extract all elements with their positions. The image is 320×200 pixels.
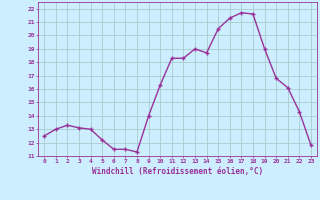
X-axis label: Windchill (Refroidissement éolien,°C): Windchill (Refroidissement éolien,°C) xyxy=(92,167,263,176)
